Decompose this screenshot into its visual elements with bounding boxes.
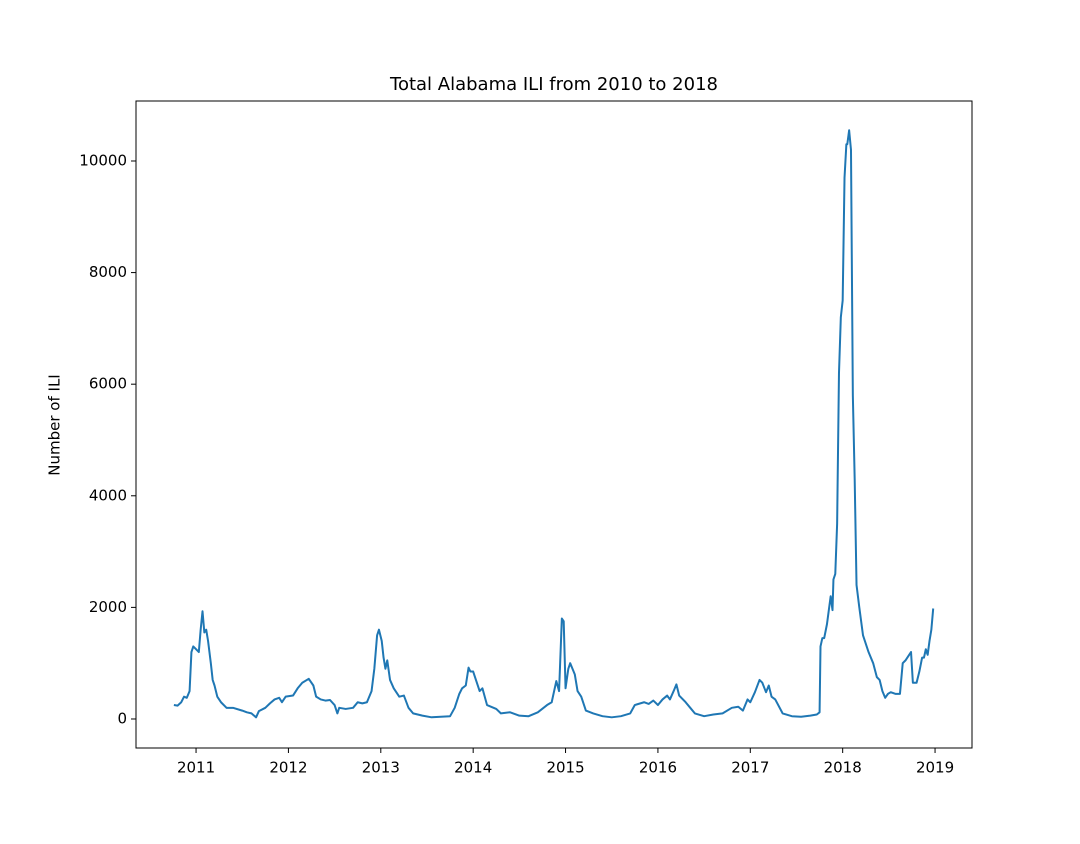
y-tick-label: 0: [117, 709, 127, 727]
y-tick-label: 8000: [89, 263, 127, 281]
y-tick-label: 6000: [89, 375, 127, 393]
data-line: [173, 129, 935, 719]
x-tick-label: 2016: [639, 759, 677, 777]
x-tick-label: 2012: [269, 759, 307, 777]
x-tick-label: 2019: [916, 759, 954, 777]
plot-frame: [135, 100, 973, 749]
x-tick-label: 2013: [362, 759, 400, 777]
x-tick-label: 2014: [454, 759, 492, 777]
y-axis-label: Number of ILI: [46, 374, 64, 475]
y-tick-label: 4000: [89, 486, 127, 504]
x-tick-label: 2015: [546, 759, 584, 777]
y-tick-label: 10000: [79, 151, 127, 169]
x-tick-label: 2011: [177, 759, 215, 777]
x-tick-label: 2017: [731, 759, 769, 777]
chart-title: Total Alabama ILI from 2010 to 2018: [389, 74, 718, 95]
y-tick-label: 2000: [89, 598, 127, 616]
x-tick-label: 2018: [824, 759, 862, 777]
